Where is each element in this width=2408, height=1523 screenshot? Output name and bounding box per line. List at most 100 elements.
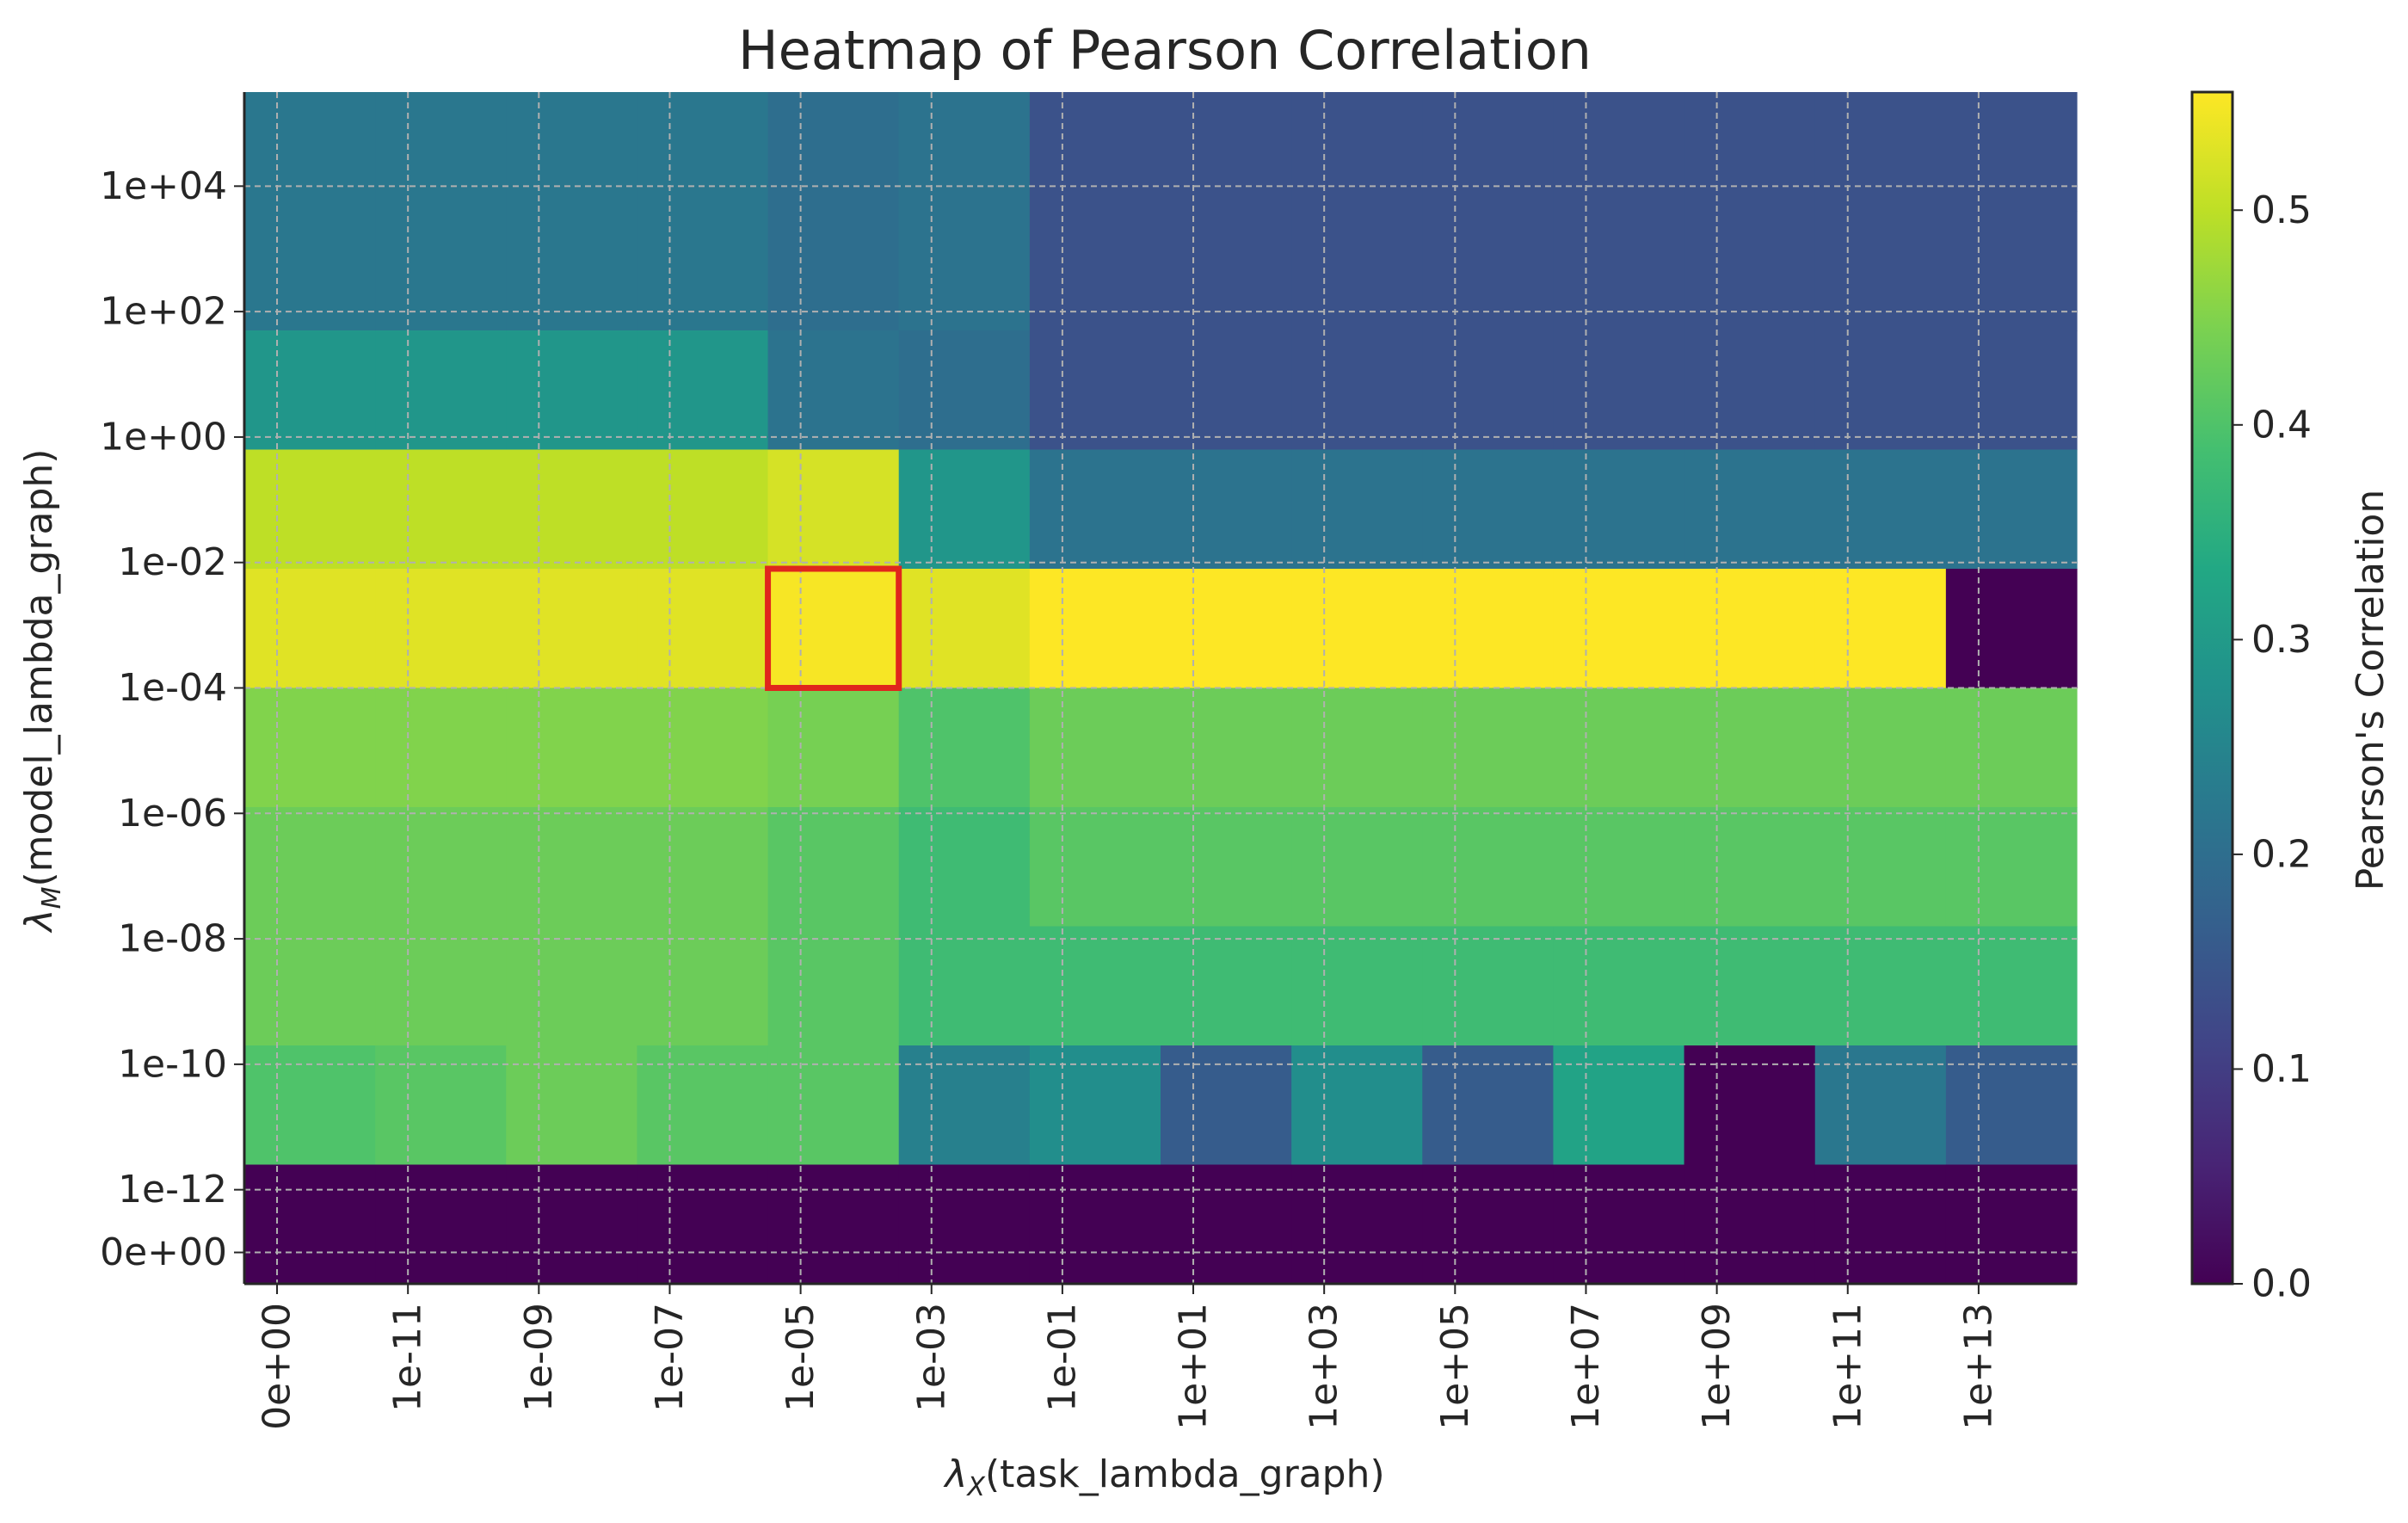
x-tick-label: 0e+00 bbox=[256, 1303, 299, 1430]
heatmap-cell bbox=[1553, 92, 1685, 213]
heatmap-cell bbox=[767, 926, 900, 1046]
x-tick-label: 1e+11 bbox=[1826, 1303, 1869, 1430]
heatmap-cell bbox=[1553, 807, 1685, 928]
x-tick-label: 1e+05 bbox=[1433, 1303, 1477, 1430]
heatmap-cell bbox=[1029, 569, 1161, 689]
heatmap-cell bbox=[1553, 330, 1685, 451]
heatmap-cell bbox=[1161, 449, 1292, 570]
x-tick-label: 1e-07 bbox=[648, 1303, 692, 1412]
heatmap-cell bbox=[506, 1164, 638, 1285]
heatmap-cell bbox=[1553, 569, 1685, 689]
heatmap-cell bbox=[1945, 1164, 2078, 1285]
heatmap-cell bbox=[244, 449, 376, 570]
heatmap-cell bbox=[1029, 449, 1161, 570]
heatmap-cell bbox=[1029, 1164, 1161, 1285]
heatmap-cell bbox=[1161, 569, 1292, 689]
heatmap-cell bbox=[637, 211, 769, 331]
y-tick-label: 1e-02 bbox=[118, 540, 227, 584]
heatmap-cell bbox=[898, 92, 1031, 213]
heatmap-cell bbox=[1684, 330, 1816, 451]
heatmap-cell bbox=[1422, 1045, 1555, 1166]
heatmap-cell bbox=[898, 926, 1031, 1046]
colorbar-tick-label: 0.2 bbox=[2251, 832, 2312, 876]
heatmap-cell bbox=[1684, 92, 1816, 213]
y-tick-label: 1e+04 bbox=[100, 164, 227, 208]
colorbar-tick-label: 0.0 bbox=[2251, 1262, 2312, 1306]
x-tick-label: 1e+03 bbox=[1303, 1303, 1346, 1430]
heatmap-cell bbox=[1422, 807, 1555, 928]
heatmap-cell bbox=[1945, 807, 2078, 928]
heatmap-cell bbox=[637, 569, 769, 689]
heatmap-cell bbox=[1029, 807, 1161, 928]
heatmap-cell bbox=[375, 1045, 507, 1166]
colorbar-tick-label: 0.3 bbox=[2251, 618, 2312, 662]
heatmap-cell bbox=[898, 1045, 1031, 1166]
chart-title: Heatmap of Pearson Correlation bbox=[738, 19, 1592, 82]
heatmap-cell bbox=[244, 1045, 376, 1166]
x-axis-label-subscript: X bbox=[965, 1472, 986, 1502]
heatmap-cell bbox=[898, 807, 1031, 928]
heatmap-cell bbox=[1945, 449, 2078, 570]
heatmap-cell bbox=[898, 449, 1031, 570]
heatmap-cell bbox=[1029, 211, 1161, 331]
heatmap-cell bbox=[1291, 926, 1423, 1046]
x-tick-label: 1e+13 bbox=[1956, 1303, 2000, 1430]
x-tick-label: 1e+07 bbox=[1564, 1303, 1608, 1430]
heatmap-cell bbox=[898, 688, 1031, 808]
colorbar-label: Pearson's Correlation bbox=[2349, 490, 2393, 891]
heatmap-cell bbox=[1814, 1045, 1947, 1166]
heatmap-cell bbox=[767, 807, 900, 928]
y-tick-label: 1e+00 bbox=[100, 415, 227, 459]
heatmap-cell bbox=[1029, 688, 1161, 808]
heatmap-cell bbox=[244, 211, 376, 331]
heatmap-cell bbox=[1684, 1164, 1816, 1285]
colorbar-tick-label: 0.1 bbox=[2251, 1047, 2312, 1091]
heatmap-cell bbox=[1684, 926, 1816, 1046]
heatmap-cell bbox=[767, 1164, 900, 1285]
heatmap-cell bbox=[1161, 1045, 1292, 1166]
heatmap-cells bbox=[244, 92, 2078, 1285]
heatmap-cell bbox=[637, 92, 769, 213]
heatmap-cell bbox=[767, 330, 900, 451]
x-axis-ticks: 0e+00 1e-11 1e-09 1e-07 1e-05 1e-03 1e-01 1e+01… bbox=[256, 1284, 2000, 1430]
x-tick-label: 1e-11 bbox=[386, 1303, 430, 1412]
y-axis-label: λM(model_lambda_graph) bbox=[17, 449, 67, 934]
y-tick-label: 1e-10 bbox=[118, 1042, 227, 1086]
heatmap-cell bbox=[506, 926, 638, 1046]
heatmap-cell bbox=[637, 449, 769, 570]
heatmap-cell bbox=[506, 92, 638, 213]
heatmap-cell bbox=[767, 569, 900, 689]
heatmap-cell bbox=[375, 449, 507, 570]
highlight-box bbox=[765, 565, 902, 691]
x-tick-label: 1e-01 bbox=[1040, 1303, 1084, 1412]
heatmap-cell bbox=[767, 92, 900, 213]
heatmap-cell bbox=[375, 1164, 507, 1285]
heatmap-cell bbox=[1814, 449, 1947, 570]
heatmap-cell bbox=[1422, 92, 1555, 213]
heatmap-cell bbox=[506, 330, 638, 451]
heatmap-cell bbox=[1422, 688, 1555, 808]
heatmap-cell bbox=[767, 211, 900, 331]
heatmap-cell bbox=[637, 1164, 769, 1285]
heatmap-cell bbox=[1553, 688, 1685, 808]
heatmap-cell bbox=[1422, 569, 1555, 689]
heatmap-cell bbox=[767, 688, 900, 808]
heatmap-cell bbox=[1161, 330, 1292, 451]
heatmap-cell bbox=[244, 1164, 376, 1285]
heatmap-cell bbox=[1161, 211, 1292, 331]
heatmap-cell bbox=[1814, 92, 1947, 213]
heatmap-cell bbox=[1291, 569, 1423, 689]
heatmap-cell bbox=[1291, 1164, 1423, 1285]
heatmap-cell bbox=[898, 211, 1031, 331]
y-axis-label-symbol: λ bbox=[17, 909, 61, 933]
heatmap-cell bbox=[1291, 211, 1423, 331]
colorbar: 0.0 0.1 0.2 0.3 0.4 0.5 bbox=[2190, 90, 2312, 1306]
colorbar-tick-label: 0.5 bbox=[2251, 188, 2312, 232]
heatmap-cell bbox=[1814, 330, 1947, 451]
heatmap-cell bbox=[637, 926, 769, 1046]
heatmap-cell bbox=[898, 569, 1031, 689]
heatmap-cell bbox=[637, 330, 769, 451]
heatmap-cell bbox=[1684, 211, 1816, 331]
y-tick-label: 1e-04 bbox=[118, 666, 227, 710]
